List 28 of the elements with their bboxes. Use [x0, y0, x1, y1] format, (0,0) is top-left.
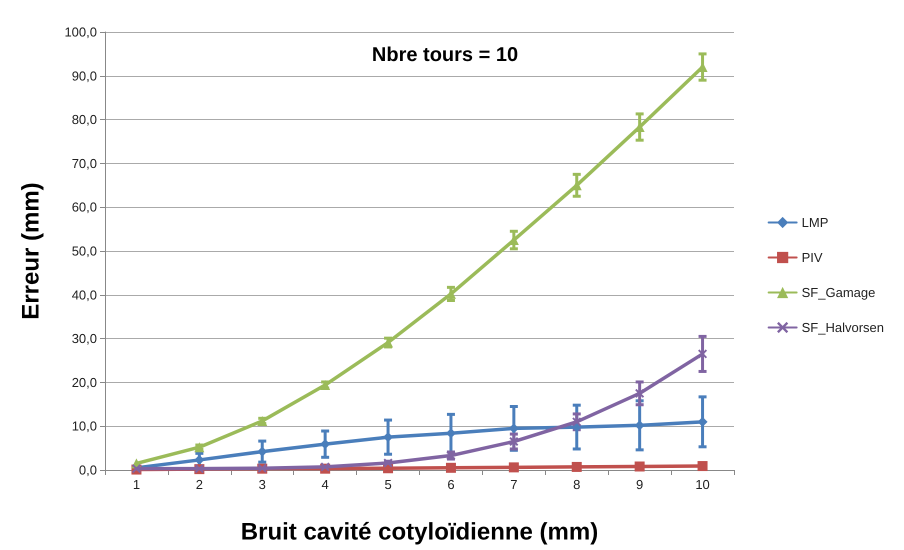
y-tick-label: 0,0: [78, 462, 97, 478]
legend-label: PIV: [802, 250, 823, 265]
y-tick-label: 10,0: [72, 418, 97, 434]
y-tick-label: 30,0: [72, 331, 97, 346]
x-axis-title: Bruit cavité cotyloïdienne (mm): [240, 518, 598, 546]
y-tick-label: 20,0: [72, 374, 97, 390]
x-tick-label: 10: [695, 477, 710, 492]
x-tick-label: 3: [258, 477, 266, 492]
y-axis-title: Erreur (mm): [18, 182, 44, 320]
x-tick-label: 9: [636, 477, 644, 492]
y-tick-label: 60,0: [72, 200, 97, 215]
x-tick-label: 2: [196, 477, 203, 492]
legend-label: LMP: [802, 215, 828, 230]
text: Nbre tours = 10: [372, 44, 518, 66]
y-tick-label: 50,0: [72, 244, 97, 258]
x-tick-label: 8: [573, 477, 580, 492]
x-tick-label: 6: [447, 477, 455, 492]
y-tick-label: 40,0: [72, 287, 97, 302]
x-tick-label: 1: [132, 477, 140, 492]
y-tick-label: 80,0: [72, 112, 97, 128]
x-tick-label: 7: [510, 477, 518, 492]
y-tick-label: 90,0: [72, 68, 97, 84]
legend-label: SF_Gamage: [802, 285, 876, 300]
y-tick-label: 100,0: [64, 24, 97, 40]
legend-label: SF_Halvorsen: [802, 320, 884, 335]
x-tick-label: 4: [322, 477, 329, 492]
x-tick-label: 5: [384, 477, 392, 492]
y-tick-label: 70,0: [72, 156, 97, 171]
